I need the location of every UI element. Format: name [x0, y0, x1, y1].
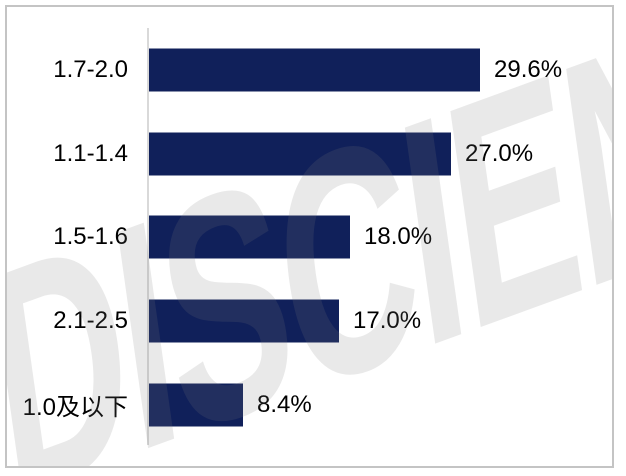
bar: [149, 48, 480, 92]
y-axis-line: [147, 28, 149, 445]
category-label: 1.1-1.4: [53, 139, 128, 167]
category-label: 1.7-2.0: [53, 55, 128, 83]
chart-row: 1.1-1.4 27.0%: [0, 112, 626, 196]
value-label: 29.6%: [494, 55, 563, 83]
chart-row: 1.7-2.0 29.6%: [0, 28, 626, 112]
value-label: 17.0%: [353, 307, 422, 335]
category-label: 2.1-2.5: [53, 307, 128, 335]
bar: [149, 383, 243, 427]
chart-row: 1.5-1.6 18.0%: [0, 196, 626, 280]
bar: [149, 215, 350, 259]
bar: [149, 132, 451, 176]
bar: [149, 299, 339, 343]
value-label: 8.4%: [257, 390, 312, 418]
chart-row: 2.1-2.5 17.0%: [0, 279, 626, 363]
value-label: 27.0%: [465, 139, 534, 167]
category-label: 1.0及以下: [22, 394, 128, 422]
value-label: 18.0%: [364, 223, 433, 251]
chart-row: 1.0及以下 8.4%: [0, 363, 626, 447]
category-label: 1.5-1.6: [53, 223, 128, 251]
